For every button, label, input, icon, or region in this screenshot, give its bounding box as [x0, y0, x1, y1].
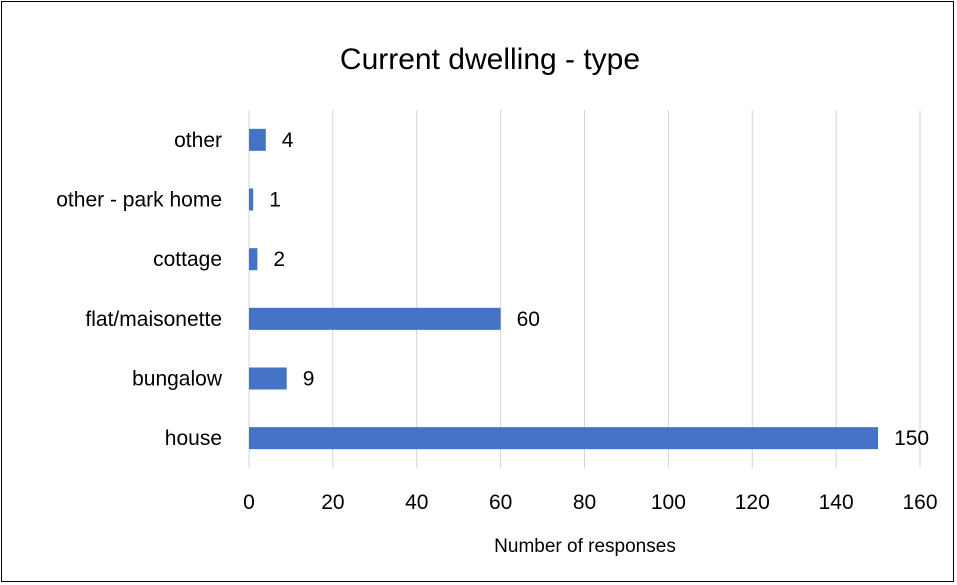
- bars: [249, 128, 879, 450]
- data-label-other-park-home: 1: [269, 189, 281, 212]
- category-label-bungalow: bungalow: [132, 368, 223, 391]
- x-axis-title: Number of responses: [494, 536, 676, 557]
- category-label-flat-maisonette: flat/maisonette: [85, 308, 222, 331]
- data-label-other: 4: [282, 129, 294, 152]
- gridlines: [248, 110, 921, 468]
- category-labels: house bungalow flat/maisonette cottage other…: [56, 129, 223, 450]
- bar-bungalow: [249, 367, 287, 390]
- x-tick-label-160: 160: [902, 491, 937, 514]
- data-labels: 150 9 60 2 1 4: [269, 129, 929, 450]
- data-label-cottage: 2: [273, 248, 285, 271]
- bar-house: [249, 427, 879, 450]
- data-label-bungalow: 9: [303, 368, 315, 391]
- x-tick-label-80: 80: [573, 491, 596, 514]
- category-label-cottage: cottage: [153, 248, 222, 271]
- x-tick-label-60: 60: [489, 491, 512, 514]
- x-tick-label-140: 140: [819, 491, 854, 514]
- x-tick-label-120: 120: [735, 491, 770, 514]
- data-label-flat-maisonette: 60: [517, 308, 540, 331]
- x-tick-labels: 0 20 40 60 80 100 120 140 160: [243, 491, 937, 514]
- bar-flat-maisonette: [249, 307, 501, 330]
- x-tick-label-40: 40: [405, 491, 428, 514]
- bar-cottage: [249, 248, 258, 271]
- x-tick-label-20: 20: [321, 491, 344, 514]
- x-tick-label-100: 100: [651, 491, 686, 514]
- category-label-other-park-home: other - park home: [56, 189, 222, 212]
- x-tick-label-0: 0: [243, 491, 255, 514]
- chart-title: Current dwelling - type: [340, 43, 640, 76]
- category-label-other: other: [174, 129, 222, 152]
- data-label-house: 150: [894, 427, 929, 450]
- bar-other-park-home: [249, 188, 254, 211]
- category-label-house: house: [165, 427, 222, 450]
- bar-other: [249, 128, 266, 151]
